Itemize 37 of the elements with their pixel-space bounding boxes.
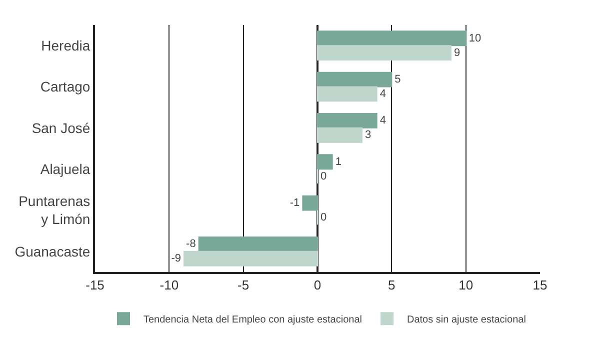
data-label: 0 xyxy=(320,170,327,182)
y-tick-label: Cartago xyxy=(40,78,90,95)
data-label: 0 xyxy=(320,211,327,224)
x-tick-label: -5 xyxy=(238,278,250,293)
bar xyxy=(317,154,333,170)
y-tick-label: Heredia xyxy=(41,37,90,54)
bar xyxy=(184,250,318,266)
y-tick-label: Alajuela xyxy=(40,160,90,177)
x-tick-label: 5 xyxy=(388,278,396,293)
data-label: 4 xyxy=(380,88,386,100)
bar xyxy=(317,127,362,143)
data-label: 1 xyxy=(335,156,342,168)
legend-label: Datos sin ajuste estacional xyxy=(406,314,526,326)
bar xyxy=(317,30,466,46)
data-label: -1 xyxy=(290,197,300,210)
x-tick-label: 0 xyxy=(314,278,322,293)
x-tick-label: 15 xyxy=(532,278,548,293)
data-label: 3 xyxy=(365,129,372,142)
data-label: 4 xyxy=(380,114,386,127)
data-label: 9 xyxy=(454,46,460,59)
legend-label: Tendencia Neta del Empleo con ajuste estacional xyxy=(144,314,362,326)
bar xyxy=(317,86,378,102)
y-tick-label: Puntarenas y Limón xyxy=(18,193,90,228)
y-tick-label: Guanacaste xyxy=(14,243,90,260)
data-label: -8 xyxy=(186,238,196,250)
bar xyxy=(317,72,392,88)
x-tick-label: 10 xyxy=(458,278,474,293)
data-label: -9 xyxy=(171,252,181,265)
bar xyxy=(317,113,378,128)
x-tick-label: -15 xyxy=(86,278,104,293)
y-tick-label: San José xyxy=(32,120,90,136)
x-tick-label: -10 xyxy=(160,278,179,293)
data-label: 5 xyxy=(394,74,401,86)
bar xyxy=(198,236,318,252)
data-label: 10 xyxy=(468,32,482,44)
bar xyxy=(302,195,318,211)
bar xyxy=(317,45,452,60)
